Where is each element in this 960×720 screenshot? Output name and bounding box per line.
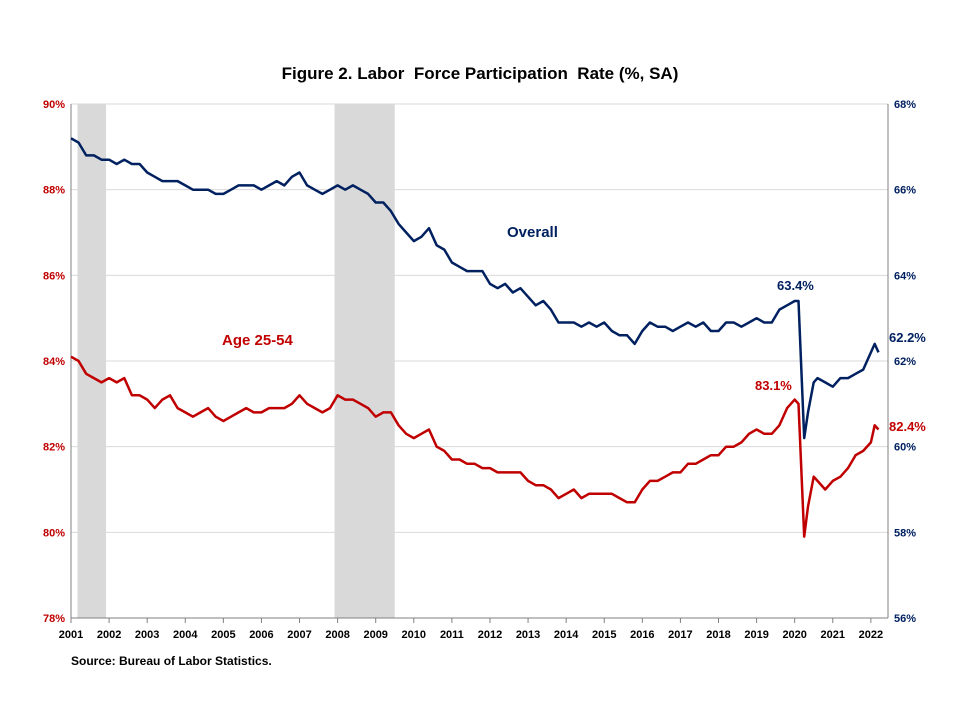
- x-tick-label: 2019: [744, 629, 768, 641]
- x-tick-label: 2011: [440, 629, 464, 641]
- y-left-tick-label: 78%: [43, 613, 65, 625]
- x-tick-label: 2014: [554, 629, 579, 641]
- gridlines: [71, 103, 888, 533]
- overall-series-line: [70, 137, 880, 440]
- y-right-tick-label: 58%: [894, 527, 916, 539]
- source-note: Source: Bureau of Labor Statistics.: [71, 654, 272, 668]
- x-tick-label: 2007: [287, 629, 311, 641]
- age-series-label: Age 25-54: [222, 332, 294, 349]
- x-tick-label: 2008: [325, 629, 349, 641]
- x-tick-label: 2022: [859, 629, 883, 641]
- series-lines: [70, 137, 880, 538]
- y-left-tick-label: 82%: [43, 442, 65, 454]
- x-tick-label: 2016: [630, 629, 654, 641]
- x-tick-label: 2004: [173, 629, 198, 641]
- y-right-tick-label: 64%: [894, 270, 916, 282]
- x-tick-label: 2003: [135, 629, 159, 641]
- y-left-tick-label: 80%: [43, 527, 65, 539]
- overall-last-label: 62.2%: [889, 330, 926, 345]
- x-tick-label: 2001: [59, 629, 83, 641]
- chart-title: Figure 2. Labor Force Participation Rate…: [281, 64, 679, 83]
- overall-peak-label: 63.4%: [777, 278, 814, 293]
- x-tick-label: 2021: [821, 629, 845, 641]
- y-left-tick-label: 86%: [43, 270, 65, 282]
- x-tick-label: 2006: [249, 629, 273, 641]
- x-tick-label: 2012: [478, 629, 502, 641]
- y-left-tick-label: 90%: [43, 99, 65, 111]
- x-tick-label: 2009: [363, 629, 387, 641]
- y-axis-right: 56% 58% 60% 62% 64% 66% 68%: [894, 99, 916, 625]
- x-tick-label: 2005: [211, 629, 235, 641]
- x-tick-label: 2018: [706, 629, 730, 641]
- x-tick-label: 2002: [97, 629, 121, 641]
- age-last-label: 82.4%: [889, 419, 926, 434]
- x-tick-label: 2017: [668, 629, 692, 641]
- y-left-tick-label: 84%: [43, 356, 65, 368]
- y-right-tick-label: 56%: [894, 613, 916, 625]
- age-25-54-series-line: [70, 355, 880, 538]
- y-right-tick-label: 66%: [894, 185, 916, 197]
- x-tick-label: 2013: [516, 629, 540, 641]
- x-axis: 2001 2002 2003 2004 2005 2006 2007 2008 2009 2010…: [59, 618, 883, 641]
- x-tick-label: 2020: [782, 629, 806, 641]
- y-axis-left: 78% 80% 82% 84% 86% 88% 90%: [43, 99, 65, 625]
- x-tick-label: 2010: [402, 629, 426, 641]
- y-left-tick-label: 88%: [43, 185, 65, 197]
- y-right-tick-label: 62%: [894, 356, 916, 368]
- y-right-tick-label: 60%: [894, 442, 916, 454]
- y-right-tick-label: 68%: [894, 99, 916, 111]
- overall-series-label: Overall: [507, 224, 558, 241]
- age-peak-label: 83.1%: [755, 378, 792, 393]
- x-tick-label: 2015: [592, 629, 616, 641]
